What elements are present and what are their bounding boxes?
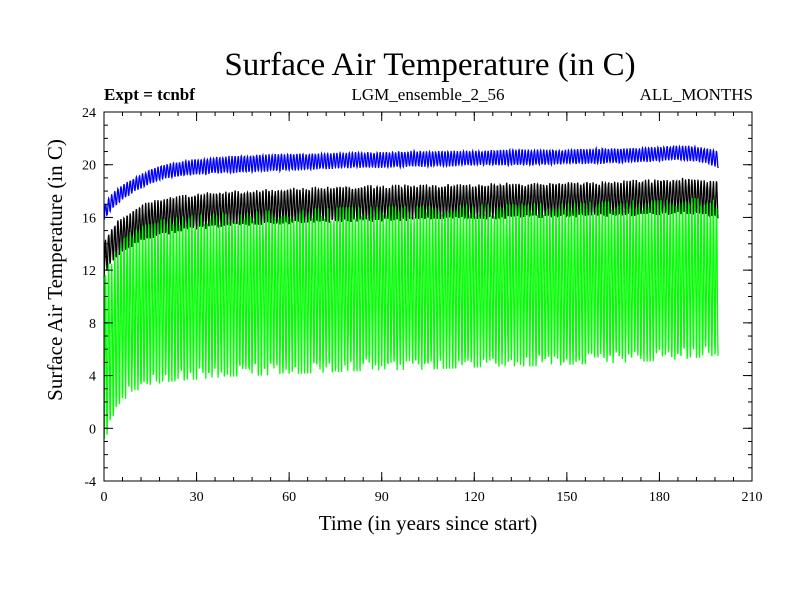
x-tick-label: 60 [282,490,296,505]
y-tick-label: 0 [89,422,96,437]
y-tick-label: 12 [82,264,96,279]
y-tick-label: 8 [89,317,96,332]
x-tick-label: 210 [742,490,763,505]
x-tick-label: 30 [190,490,204,505]
x-tick-label: 120 [464,490,485,505]
x-tick-label: 150 [556,490,577,505]
months-label: ALL_MONTHS [640,85,753,104]
x-tick-label: 0 [101,490,108,505]
y-tick-label: 16 [82,211,96,226]
x-tick-label: 180 [649,490,670,505]
y-tick-label: 4 [89,370,96,385]
series-blue-series [103,144,719,221]
series-layer [103,144,719,439]
ensemble-label: LGM_ensemble_2_56 [352,85,505,104]
series-line-black-series [103,177,719,278]
series-line-green-series [103,197,719,439]
series-line-blue-series [103,144,719,221]
series-green-series [103,197,719,439]
y-tick-label: -4 [84,475,96,490]
series-black-series [103,177,719,278]
chart-title: Surface Air Temperature (in C) [224,47,635,83]
y-axis-label: Surface Air Temperature (in C) [43,139,67,401]
axes-layer: 0 30 60 90 120 150 180 210 -4 0 4 8 12 16 20 24 [82,106,763,505]
x-axis-label: Time (in years since start) [319,511,538,535]
x-tick-label: 90 [375,490,389,505]
experiment-label: Expt = tcnbf [104,85,195,104]
y-tick-label: 24 [82,106,96,121]
y-tick-label: 20 [82,159,96,174]
